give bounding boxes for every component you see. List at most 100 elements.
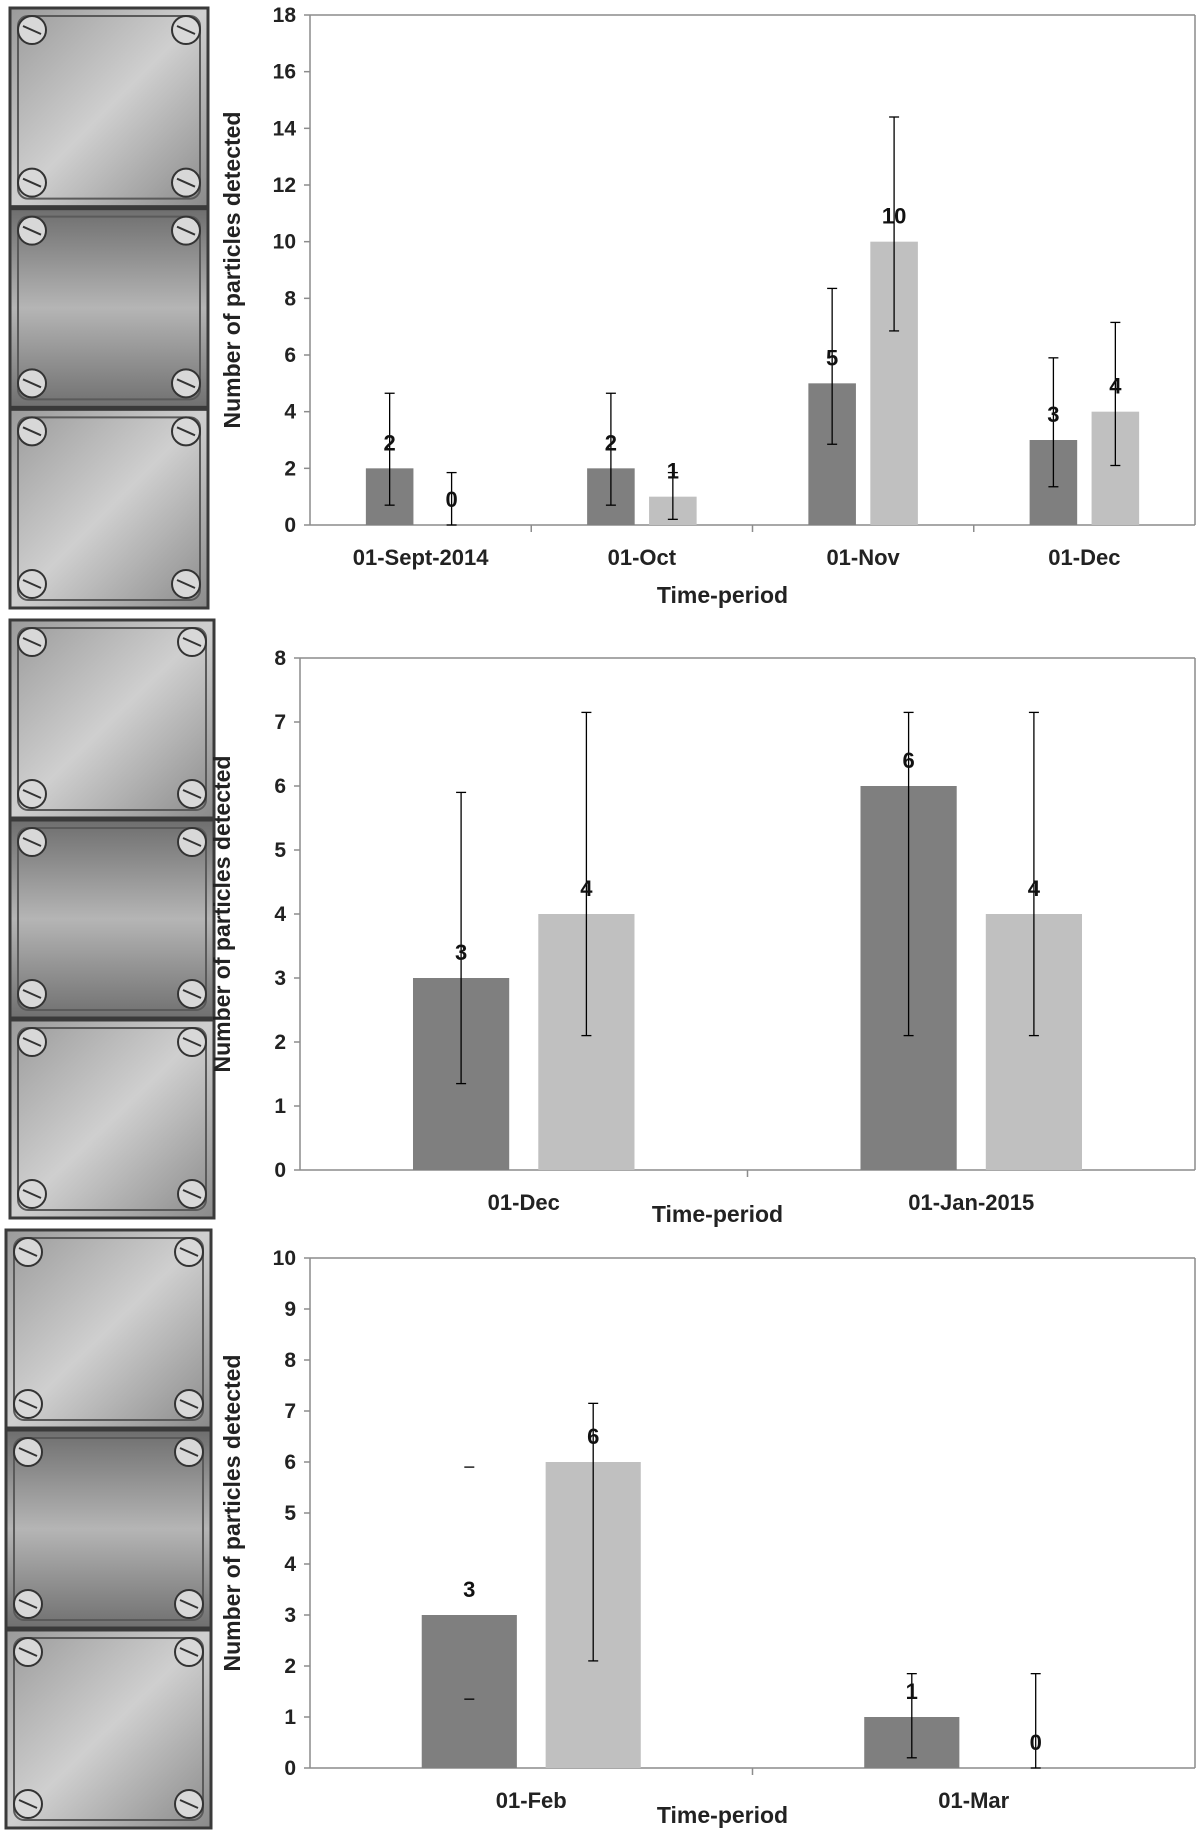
data-label: 3 [1047, 402, 1059, 427]
data-label: 1 [906, 1679, 918, 1704]
screw-icon [174, 1437, 204, 1467]
y-tick-label: 12 [273, 174, 296, 197]
screw-icon [177, 779, 207, 809]
x-axis-title: Time-period [657, 1802, 788, 1828]
photo-strip [8, 6, 210, 610]
screw-icon [171, 368, 201, 399]
screw-icon [17, 15, 47, 45]
screw-icon [177, 979, 207, 1009]
x-category-label: 01-Nov [826, 545, 900, 570]
y-tick-label: 10 [273, 231, 296, 254]
screw-icon [17, 167, 47, 198]
screw-icon [174, 1637, 204, 1667]
error-bar [827, 287, 838, 445]
error-bar [889, 116, 900, 332]
x-category-label: 01-Dec [1048, 545, 1120, 570]
screw-icon [177, 627, 207, 657]
screw-icon [174, 1237, 204, 1267]
error-bar [1028, 711, 1039, 1037]
error-bar [464, 1466, 475, 1700]
screw-icon [17, 827, 47, 857]
screw-icon [171, 15, 201, 45]
y-tick-label: 0 [284, 1757, 296, 1780]
y-tick-label: 1 [274, 1095, 286, 1118]
error-bar [667, 471, 678, 520]
bar-chart: 01234567891001-Feb3601-Mar10Time-periodN… [219, 1247, 1196, 1828]
y-tick-label: 5 [274, 839, 286, 862]
bar-chart: 0 1 2 3 4 5 6 7 8 01-Dec 3 4 01-Jan-2015 6 4 Time-perio… [209, 647, 1196, 1227]
data-label: 3 [463, 1577, 475, 1602]
plate-photo [4, 1428, 213, 1630]
data-label: 2 [605, 430, 617, 455]
y-tick-label: 6 [274, 775, 286, 798]
photo-strips [4, 6, 216, 1830]
y-tick-label: 4 [274, 903, 286, 926]
bar [421, 1615, 517, 1768]
screw-icon [17, 416, 47, 447]
plate-photo [8, 618, 216, 820]
y-tick-label: 6 [284, 344, 296, 367]
x-axis-title: Time-period [657, 582, 788, 608]
error-bar [581, 711, 592, 1037]
y-tick-label: 7 [274, 711, 286, 734]
screw-icon [171, 215, 201, 246]
y-tick-label: 2 [284, 1655, 296, 1678]
x-category-label: 01-Dec [488, 1190, 560, 1215]
screw-icon [17, 569, 47, 599]
y-tick-label: 8 [284, 287, 296, 310]
bar-chart: 0 2 4 6 8 10 12 14 16 18 01-Sept-2014 2 0 01-Oct 2 1 01-… [219, 4, 1196, 608]
error-bar [906, 1673, 917, 1759]
y-tick-label: 8 [274, 647, 286, 670]
y-tick-label: 0 [284, 514, 296, 537]
plate-photo [8, 818, 216, 1020]
data-label: 3 [455, 940, 467, 965]
screw-icon [171, 167, 201, 198]
x-axis-title: Time-period [652, 1201, 783, 1227]
plate-photo [8, 6, 210, 209]
y-tick-label: 0 [274, 1159, 286, 1182]
screw-icon [17, 627, 47, 657]
screw-icon [177, 1027, 207, 1057]
screw-icon [174, 1789, 204, 1819]
data-label: 4 [1109, 374, 1122, 399]
error-bar [903, 711, 914, 1037]
charts: 02468101214161801-Sept-20142001-Oct2101-… [209, 4, 1196, 1828]
x-category-label: 01-Feb [496, 1788, 567, 1813]
error-bar [1030, 1673, 1041, 1769]
error-bar [1048, 357, 1059, 488]
x-category-label: 01-Jan-2015 [908, 1190, 1034, 1215]
screw-icon [171, 416, 201, 447]
error-bar [605, 392, 616, 506]
screw-icon [13, 1789, 43, 1819]
screw-icon [13, 1437, 43, 1467]
error-bar [446, 471, 457, 526]
data-label: 4 [1028, 876, 1041, 901]
x-category-label: 01-Oct [608, 545, 677, 570]
photo-strip [4, 1228, 213, 1830]
y-axis-title: Number of particles detected [219, 1355, 245, 1672]
error-bar [1110, 321, 1121, 467]
y-tick-label: 2 [274, 1031, 286, 1054]
screw-icon [174, 1589, 204, 1619]
data-label: 5 [826, 345, 838, 370]
y-tick-label: 7 [284, 1400, 296, 1423]
plate-photo [8, 1018, 216, 1220]
y-axis-title: Number of particles detected [219, 112, 245, 429]
y-tick-label: 2 [284, 457, 296, 480]
y-tick-label: 3 [284, 1604, 296, 1627]
screw-icon [17, 368, 47, 399]
error-bar [456, 791, 467, 1085]
screw-icon [17, 1179, 47, 1209]
y-tick-label: 1 [284, 1706, 296, 1729]
data-label: 6 [902, 748, 914, 773]
y-tick-label: 8 [284, 1349, 296, 1372]
screw-icon [13, 1637, 43, 1667]
plate-photo [4, 1628, 213, 1830]
y-tick-label: 4 [284, 1553, 296, 1576]
screw-icon [177, 827, 207, 857]
data-label: 0 [1030, 1730, 1042, 1755]
screw-icon [17, 1027, 47, 1057]
plate-photo [8, 207, 210, 409]
y-tick-label: 18 [273, 4, 297, 27]
